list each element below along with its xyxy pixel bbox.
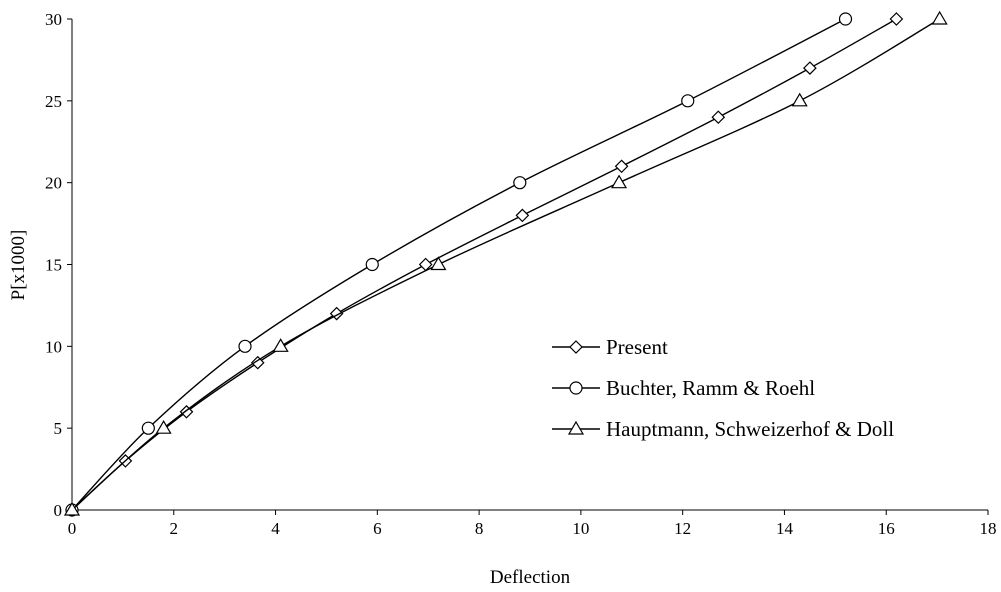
data-point-present	[711, 110, 726, 125]
data-point-present	[250, 355, 265, 370]
legend-item-hauptmann-schweizerhof-doll: Hauptmann, Schweizerhof & Doll	[552, 417, 894, 441]
data-point-hauptmann-schweizerhof-doll	[430, 256, 447, 271]
legend-marker-buchter-ramm-roehl	[569, 381, 583, 395]
y-axis-title: P[x1000]	[8, 230, 29, 301]
y-tick-label: 15	[45, 256, 62, 275]
x-tick-label: 12	[674, 519, 691, 538]
data-point-hauptmann-schweizerhof-doll	[155, 419, 172, 434]
legend-label-buchter-ramm-roehl: Buchter, Ramm & Roehl	[606, 376, 815, 400]
data-point-hauptmann-schweizerhof-doll	[791, 92, 808, 107]
x-tick-label: 0	[68, 519, 77, 538]
data-point-hauptmann-schweizerhof-doll	[63, 501, 81, 516]
data-point-present	[515, 208, 530, 223]
data-point-buchter-ramm-roehl	[838, 12, 853, 26]
legend-marker-present	[569, 340, 583, 354]
legend-item-present: Present	[552, 335, 668, 359]
data-point-hauptmann-schweizerhof-doll	[931, 10, 948, 25]
y-tick-label: 10	[45, 337, 62, 356]
x-tick-label: 6	[373, 519, 382, 538]
legend-item-buchter-ramm-roehl: Buchter, Ramm & Roehl	[552, 376, 815, 400]
data-point-present	[889, 12, 904, 26]
data-point-buchter-ramm-roehl	[141, 421, 155, 435]
x-tick-label: 4	[271, 519, 280, 538]
data-point-hauptmann-schweizerhof-doll	[611, 174, 628, 189]
x-tick-label: 8	[475, 519, 484, 538]
legend-label-present: Present	[606, 335, 668, 359]
data-point-buchter-ramm-roehl	[681, 94, 695, 108]
y-tick-label: 5	[54, 419, 63, 438]
x-tick-label: 16	[878, 519, 895, 538]
y-tick-label: 30	[45, 10, 62, 29]
data-point-buchter-ramm-roehl	[365, 257, 379, 272]
data-point-present	[614, 159, 629, 174]
legend: Present Buchter, Ramm & Roehl Hauptmann, S…	[552, 335, 894, 441]
y-tick-label: 20	[45, 174, 62, 193]
legend-marker-hauptmann-schweizerhof-doll	[567, 420, 585, 435]
x-tick-label: 2	[170, 519, 179, 538]
x-tick-label: 10	[572, 519, 589, 538]
series-hauptmann-schweizerhof-doll	[63, 10, 948, 516]
legend-label-hauptmann-schweizerhof-doll: Hauptmann, Schweizerhof & Doll	[606, 417, 894, 441]
y-tick-label: 25	[45, 92, 62, 111]
x-axis-title: Deflection	[490, 567, 571, 588]
data-point-present	[803, 61, 817, 75]
x-tick-label: 14	[776, 519, 794, 538]
x-tick-label: 18	[980, 519, 997, 538]
data-point-buchter-ramm-roehl	[238, 339, 252, 353]
y-tick-label: 0	[54, 501, 63, 520]
axes: 0 5 10 15 20 25 30 0 2 4 6 8 10 12 14 16 18	[45, 10, 997, 538]
data-point-buchter-ramm-roehl	[513, 176, 527, 190]
data-point-hauptmann-schweizerhof-doll	[272, 338, 289, 352]
series-layer	[63, 10, 948, 517]
